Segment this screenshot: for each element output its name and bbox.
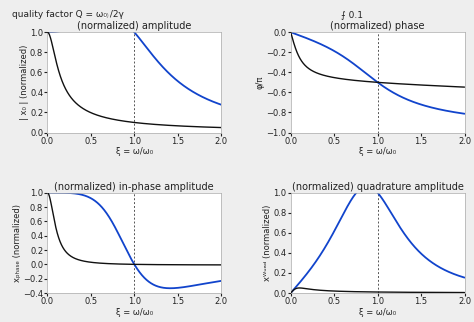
X-axis label: ξ = ω/ω₀: ξ = ω/ω₀ [359,147,396,156]
Y-axis label: xᵂᵘᵃᵈ (normalized): xᵂᵘᵃᵈ (normalized) [263,205,272,281]
Y-axis label: φ/π: φ/π [256,76,265,89]
Title: (normalized) in-phase amplitude: (normalized) in-phase amplitude [55,182,214,192]
X-axis label: ξ = ω/ω₀: ξ = ω/ω₀ [359,308,396,317]
X-axis label: ξ = ω/ω₀: ξ = ω/ω₀ [116,308,153,317]
Title: (normalized) amplitude: (normalized) amplitude [77,22,191,32]
Text: ⨍ 0.1: ⨍ 0.1 [341,10,363,19]
Title: (normalized) quadrature amplitude: (normalized) quadrature amplitude [292,182,464,192]
Y-axis label: | x₀ | (normalized): | x₀ | (normalized) [19,45,28,120]
X-axis label: ξ = ω/ω₀: ξ = ω/ω₀ [116,147,153,156]
Text: quality factor Q = ω₀ /2γ: quality factor Q = ω₀ /2γ [12,10,124,19]
Y-axis label: xₚₕₐₛₑ (normalized): xₚₕₐₛₑ (normalized) [13,204,22,282]
Title: (normalized) phase: (normalized) phase [330,22,425,32]
